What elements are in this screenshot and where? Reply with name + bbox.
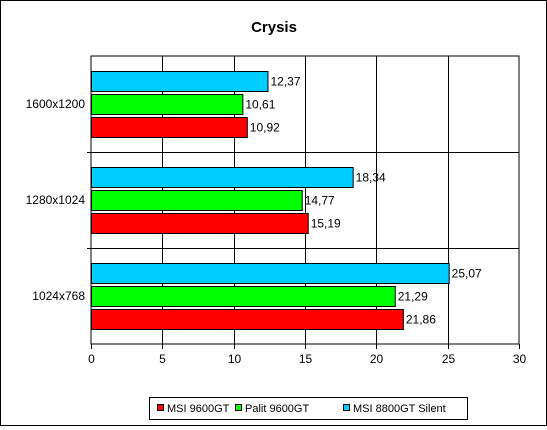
bar-1024x768-msi-9600gt bbox=[91, 309, 404, 330]
bar-1280x1024-palit-9600gt bbox=[91, 190, 303, 211]
x-tick-label: 5 bbox=[159, 352, 166, 366]
legend-label: Palit 9600GT bbox=[245, 403, 309, 415]
data-label: 10,61 bbox=[245, 98, 275, 112]
legend-swatch bbox=[343, 404, 350, 411]
data-label: 14,77 bbox=[305, 194, 335, 208]
category-label: 1600x1200 bbox=[26, 97, 86, 111]
bar-1280x1024-msi-8800gt-silent bbox=[91, 167, 354, 188]
x-tick-label: 30 bbox=[513, 352, 527, 366]
legend: MSI 9600GT Palit 9600GT MSI 8800GT Silent bbox=[149, 397, 468, 420]
bar-1600x1200-palit-9600gt bbox=[91, 94, 244, 115]
data-label: 10,92 bbox=[250, 121, 280, 135]
category-label: 1024x768 bbox=[32, 289, 85, 303]
x-tick-label: 25 bbox=[442, 352, 456, 366]
chart-title: Crysis bbox=[251, 19, 297, 36]
legend-label: MSI 9600GT bbox=[167, 403, 230, 415]
data-label: 21,29 bbox=[398, 290, 428, 304]
y-axis: 1600x1200 1280x1024 1024x768 bbox=[26, 97, 86, 303]
bar-1600x1200-msi-8800gt-silent bbox=[91, 71, 269, 92]
legend-swatch bbox=[235, 404, 242, 411]
data-label: 21,86 bbox=[406, 313, 436, 327]
legend-swatch bbox=[157, 404, 164, 411]
bar-1024x768-msi-8800gt-silent bbox=[91, 263, 450, 284]
x-tick-label: 15 bbox=[299, 352, 313, 366]
x-tick-label: 0 bbox=[88, 352, 95, 366]
bars bbox=[91, 71, 450, 330]
value-labels: 12,37 10,61 10,92 18,34 14,77 15,19 25,07 21,29… bbox=[245, 75, 482, 327]
data-label: 25,07 bbox=[452, 267, 482, 281]
legend-box bbox=[149, 397, 468, 420]
bar-1600x1200-msi-9600gt bbox=[91, 117, 248, 138]
category-label: 1280x1024 bbox=[26, 193, 86, 207]
data-label: 18,34 bbox=[356, 171, 386, 185]
category-separators bbox=[87, 152, 519, 249]
x-axis: 0 5 10 15 20 25 30 bbox=[88, 344, 526, 366]
x-tick-label: 20 bbox=[370, 352, 384, 366]
bar-1280x1024-msi-9600gt bbox=[91, 213, 309, 234]
data-label: 12,37 bbox=[270, 75, 300, 89]
bar-1024x768-palit-9600gt bbox=[91, 286, 396, 307]
x-tick-label: 10 bbox=[228, 352, 242, 366]
data-label: 15,19 bbox=[311, 217, 341, 231]
legend-label: MSI 8800GT Silent bbox=[353, 403, 446, 415]
